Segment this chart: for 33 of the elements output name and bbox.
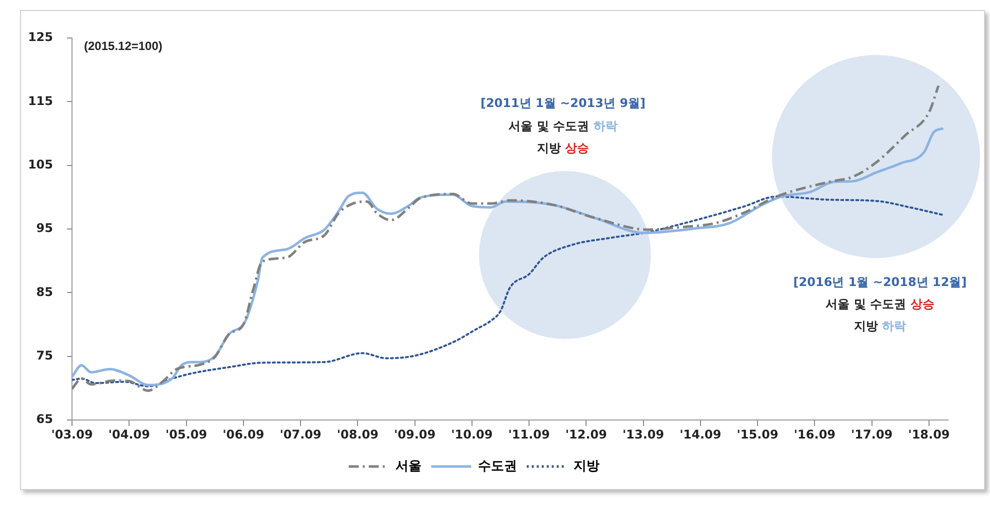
y-tick-label: 95 <box>36 221 53 236</box>
x-tick-label: '13.09 <box>622 427 664 442</box>
x-tick-label: '09.09 <box>394 427 436 442</box>
annotation: 서울 및 수도권 하락 <box>508 118 618 135</box>
x-tick-label: '07.09 <box>280 427 322 442</box>
x-tick-label: '11.09 <box>508 427 550 442</box>
y-tick-label: 115 <box>28 94 53 108</box>
x-tick-label: '05.09 <box>165 427 208 442</box>
y-tick-label: 75 <box>36 348 53 362</box>
legend-label: 지방 <box>573 458 600 474</box>
y-tick-label: 65 <box>36 412 53 426</box>
x-tick-label: '12.09 <box>565 427 607 442</box>
x-tick-label: '17.09 <box>851 427 893 442</box>
annotation: [2011년 1월 ~2013년 9월] <box>480 95 646 112</box>
y-tick-label: 105 <box>28 157 53 172</box>
legend-label: 서울 <box>395 458 422 474</box>
x-tick-label: '03.09 <box>51 427 93 442</box>
y-tick-label: 125 <box>28 30 53 44</box>
x-tick-label: '14.09 <box>680 427 722 442</box>
x-tick-label: '15.09 <box>736 427 778 442</box>
annotation: 지방 상승 <box>536 140 590 157</box>
annotation: 지방 하락 <box>854 318 906 335</box>
annotation: 서울 및 수도권 상승 <box>826 296 934 313</box>
y-tick-label: 85 <box>36 284 53 299</box>
annotation: [2016년 1월 ~2018년 12월] <box>793 274 967 291</box>
annotation: (2015.12=100) <box>84 39 162 53</box>
x-tick-label: '16.09 <box>794 427 836 442</box>
x-tick-label: '08.09 <box>336 427 378 442</box>
x-tick-label: '10.09 <box>451 427 493 442</box>
legend-label: 수도권 <box>478 458 517 474</box>
x-tick-label: '06.09 <box>222 427 264 442</box>
x-tick-label: '18.09 <box>908 427 950 442</box>
x-tick-label: '04.09 <box>108 427 150 442</box>
